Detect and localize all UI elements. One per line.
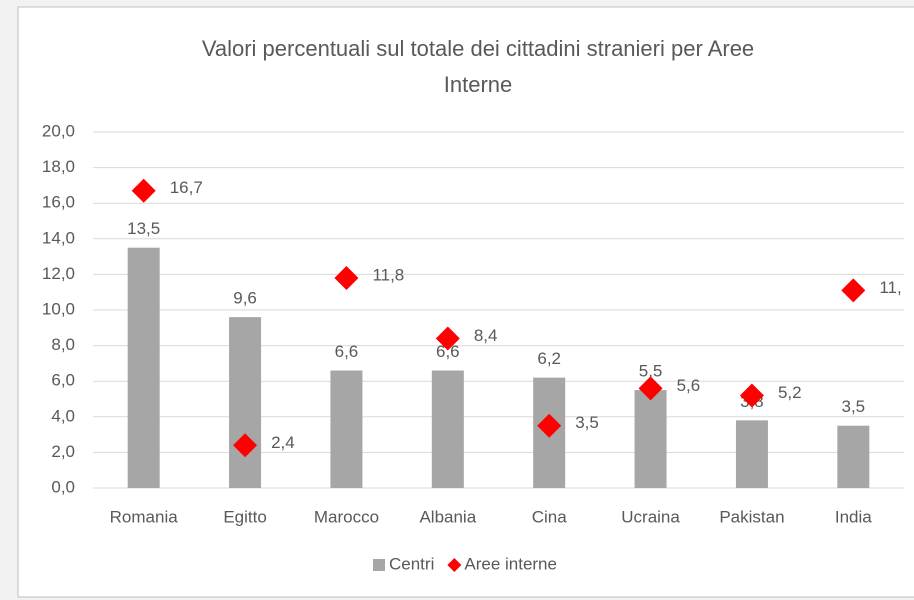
data-label: 5,6 — [677, 376, 701, 395]
data-label: 13,5 — [127, 219, 160, 238]
marker — [841, 278, 866, 303]
y-tick-label: 4,0 — [51, 406, 75, 425]
marker — [334, 265, 359, 290]
y-tick-label: 12,0 — [42, 264, 75, 283]
data-label: 5,5 — [639, 362, 663, 381]
data-label: 3,5 — [841, 397, 865, 416]
x-tick-label: Marocco — [314, 507, 379, 526]
marker — [739, 383, 764, 408]
y-tick-label: 2,0 — [51, 442, 75, 461]
chart-title: Valori percentuali sul totale dei cittad… — [202, 36, 754, 97]
bar — [837, 425, 870, 488]
bar — [229, 317, 262, 488]
y-tick-label: 20,0 — [42, 121, 75, 140]
bar — [127, 247, 160, 488]
x-tick-label: Ucraina — [621, 507, 680, 526]
data-label: 16,7 — [170, 178, 203, 197]
x-tick-label: India — [835, 507, 872, 526]
data-label: 6,6 — [436, 342, 460, 361]
data-label: 6,2 — [537, 349, 561, 368]
y-tick-label: 6,0 — [51, 371, 75, 390]
x-tick-label: Romania — [110, 507, 179, 526]
marker — [233, 433, 258, 458]
x-tick-label: Pakistan — [719, 507, 784, 526]
y-tick-label: 14,0 — [42, 228, 75, 247]
y-tick-label: 18,0 — [42, 157, 75, 176]
bar — [330, 370, 363, 488]
data-label: 6,6 — [335, 342, 359, 361]
marker — [435, 326, 460, 351]
bar — [735, 420, 768, 488]
x-tick-label: Albania — [419, 507, 476, 526]
data-label: 3,5 — [575, 413, 599, 432]
data-label: 11, — [879, 278, 901, 297]
chart-area — [17, 6, 914, 598]
y-tick-label: 16,0 — [42, 193, 75, 212]
bar — [431, 370, 464, 488]
marker — [131, 178, 156, 203]
marker — [537, 413, 562, 438]
x-tick-label: Egitto — [223, 507, 266, 526]
legend-swatch — [373, 559, 385, 571]
data-label: 9,6 — [233, 289, 257, 308]
data-label: 5,2 — [778, 383, 802, 402]
x-tick-label: Cina — [532, 507, 568, 526]
bar — [634, 390, 667, 488]
legend-label: Centri — [389, 554, 434, 573]
y-tick-label: 10,0 — [42, 299, 75, 318]
marker — [638, 376, 663, 401]
y-tick-label: 8,0 — [51, 335, 75, 354]
data-label: 11,8 — [372, 265, 404, 284]
data-label: 2,4 — [271, 433, 295, 452]
legend-swatch — [447, 558, 462, 572]
data-label: 8,4 — [474, 326, 498, 345]
legend-label: Aree interne — [464, 554, 557, 573]
y-tick-label: 0,0 — [51, 477, 75, 496]
